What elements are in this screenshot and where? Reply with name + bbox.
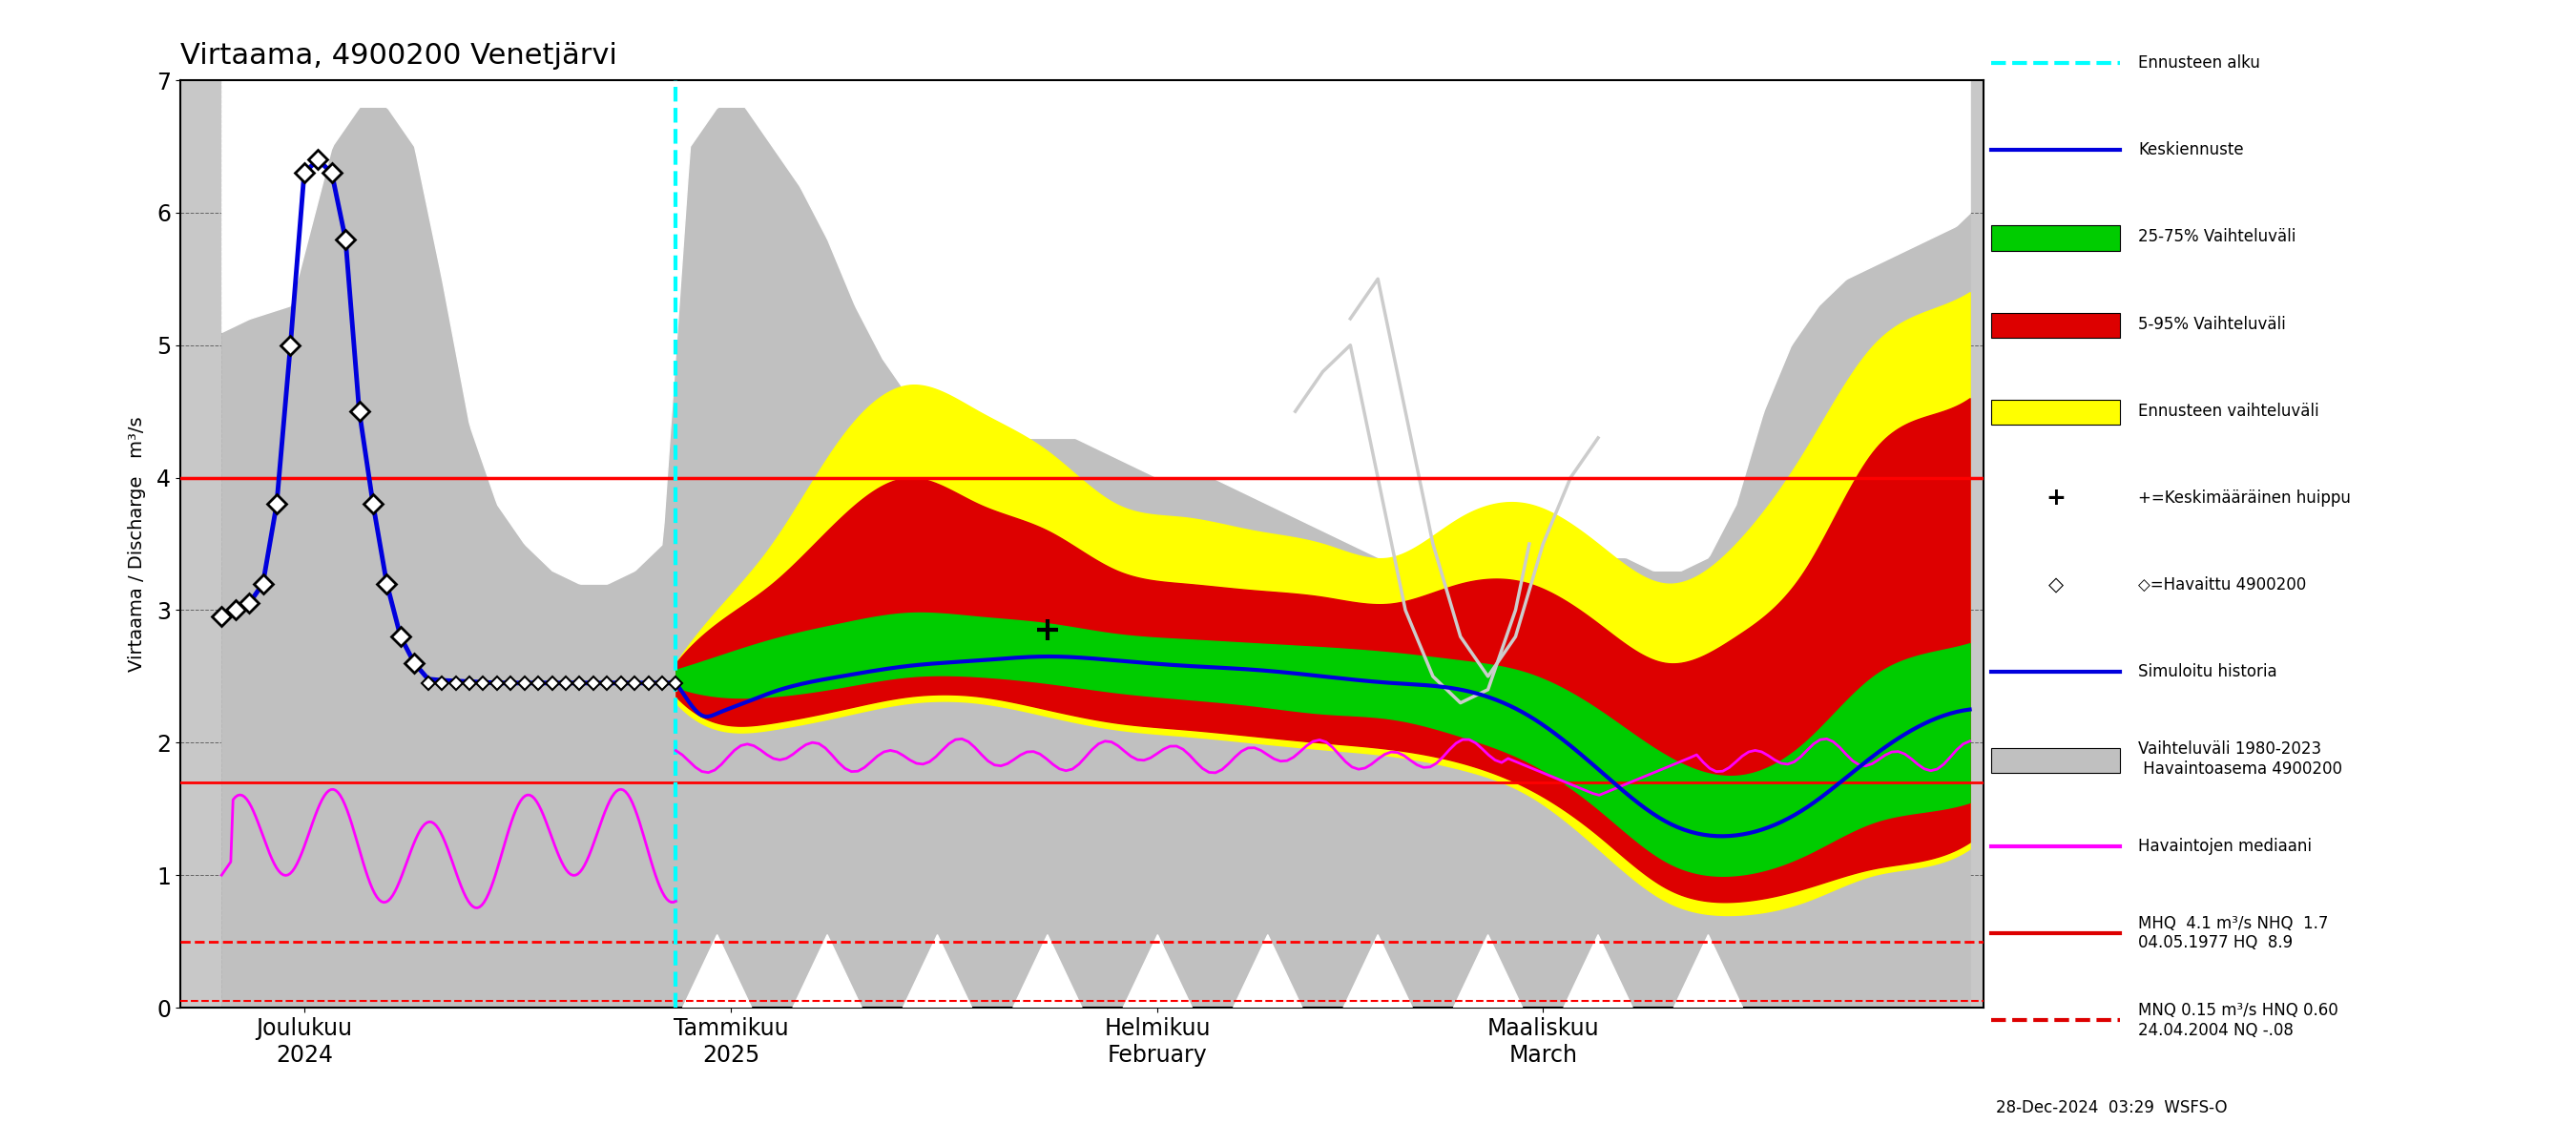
Text: ◇: ◇ [2048,576,2063,594]
Text: Vaihteluväli 1980-2023
 Havaintoasema 4900200: Vaihteluväli 1980-2023 Havaintoasema 490… [2138,741,2342,777]
Text: +=Keskimääräinen huippu: +=Keskimääräinen huippu [2138,490,2352,506]
Text: +: + [2045,487,2066,510]
Polygon shape [1453,934,1522,1008]
Text: Simuloitu historia: Simuloitu historia [2138,664,2277,680]
Polygon shape [683,934,752,1008]
Text: Ennusteen vaihteluväli: Ennusteen vaihteluväli [2138,402,2318,419]
Text: 25-75% Vaihteluväli: 25-75% Vaihteluväli [2138,229,2295,246]
Text: MNQ 0.15 m³/s HNQ 0.60
24.04.2004 NQ -.08: MNQ 0.15 m³/s HNQ 0.60 24.04.2004 NQ -.0… [2138,1002,2339,1039]
Polygon shape [904,934,971,1008]
Polygon shape [1012,934,1082,1008]
Text: Ennusteen alku: Ennusteen alku [2138,54,2259,71]
Polygon shape [1234,934,1301,1008]
Polygon shape [1123,934,1193,1008]
Text: MHQ  4.1 m³/s NHQ  1.7
04.05.1977 HQ  8.9: MHQ 4.1 m³/s NHQ 1.7 04.05.1977 HQ 8.9 [2138,915,2329,951]
Polygon shape [1564,934,1633,1008]
Polygon shape [1345,934,1412,1008]
Text: 28-Dec-2024  03:29  WSFS-O: 28-Dec-2024 03:29 WSFS-O [1996,1099,2228,1116]
Text: 5-95% Vaihteluväli: 5-95% Vaihteluväli [2138,315,2285,332]
Text: ◇=Havaittu 4900200: ◇=Havaittu 4900200 [2138,577,2306,593]
Polygon shape [1674,934,1741,1008]
Text: Keskiennuste: Keskiennuste [2138,141,2244,158]
Text: Virtaama, 4900200 Venetjärvi: Virtaama, 4900200 Venetjärvi [180,42,618,70]
Text: Havaintojen mediaani: Havaintojen mediaani [2138,838,2311,854]
Polygon shape [793,934,863,1008]
Y-axis label: Virtaama / Discharge   m³/s: Virtaama / Discharge m³/s [129,416,147,672]
